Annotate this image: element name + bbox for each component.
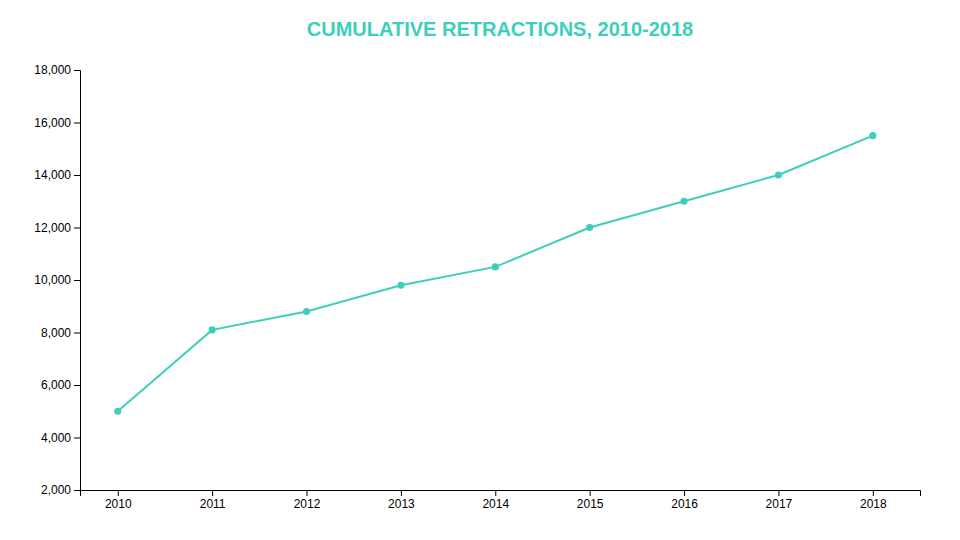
y-tick-label: 16,000 (34, 116, 71, 130)
x-tick-mark (307, 490, 308, 496)
y-tick-mark (74, 490, 80, 491)
x-axis: 2010 2011 2012 2013 2014 2015 2016 2017 2018 (81, 490, 921, 511)
y-tick: 14,000 (34, 168, 80, 182)
x-tick-label: 2013 (388, 497, 415, 511)
y-tick: 12,000 (34, 221, 80, 235)
x-tick: 2011 (200, 490, 226, 511)
y-tick-label: 4,000 (41, 431, 71, 445)
y-tick-mark (74, 70, 80, 71)
point (775, 171, 782, 178)
point (869, 132, 876, 139)
y-tick: 4,000 (41, 431, 80, 445)
y-tick-label: 2,000 (41, 483, 71, 497)
y-tick: 8,000 (41, 326, 80, 340)
marks (114, 132, 876, 415)
point (209, 326, 216, 333)
y-tick: 6,000 (41, 378, 80, 392)
chart-title: CUMULATIVE RETRACTIONS, 2010-2018 (307, 18, 693, 40)
y-tick: 2,000 (41, 483, 80, 497)
x-tick-label: 2010 (105, 497, 132, 511)
x-tick-label: 2015 (577, 497, 604, 511)
point (586, 224, 593, 231)
x-tick-mark (873, 490, 874, 496)
x-tick-mark (495, 490, 496, 496)
x-tick-label: 2017 (766, 497, 793, 511)
y-tick: 16,000 (34, 116, 80, 130)
x-tick: 2018 (860, 490, 887, 511)
y-tick-label: 14,000 (34, 168, 71, 182)
x-tick: 2014 (482, 490, 509, 511)
y-tick-label: 12,000 (34, 221, 71, 235)
chart-svg: 2010 2011 2012 2013 2014 2015 2016 2017 2018 2,00… (0, 0, 960, 540)
point (303, 308, 310, 315)
y-tick-label: 8,000 (41, 326, 71, 340)
x-tick-label: 2016 (671, 497, 698, 511)
y-tick-mark (74, 333, 80, 334)
plot-area: 2010 2011 2012 2013 2014 2015 2016 2017 2018 2,00… (34, 63, 920, 510)
y-tick-mark (74, 280, 80, 281)
y-tick-label: 6,000 (41, 378, 71, 392)
y-tick-mark (74, 228, 80, 229)
x-tick: 2010 (105, 490, 132, 511)
x-tick-mark (118, 490, 119, 496)
x-tick: 2013 (388, 490, 415, 511)
y-tick: 10,000 (34, 273, 80, 287)
x-tick: 2012 (294, 490, 321, 511)
point (114, 408, 121, 415)
x-tick: 2017 (766, 490, 793, 511)
x-tick-label: 2011 (200, 497, 226, 511)
y-tick-mark (74, 175, 80, 176)
x-tick-label: 2014 (482, 497, 509, 511)
y-axis-line (74, 71, 81, 491)
x-tick-mark (778, 490, 779, 496)
chart-container: 2010 2011 2012 2013 2014 2015 2016 2017 2018 2,00… (0, 0, 960, 540)
point (680, 198, 687, 205)
x-tick: 2015 (577, 490, 604, 511)
x-tick-mark (401, 490, 402, 496)
x-tick-mark (212, 490, 213, 496)
point (397, 282, 404, 289)
x-tick-label: 2012 (294, 497, 321, 511)
x-axis-line (81, 491, 921, 497)
y-tick-mark (74, 438, 80, 439)
point (492, 263, 499, 270)
y-tick-label: 18,000 (34, 63, 71, 77)
x-tick-label: 2018 (860, 497, 887, 511)
y-tick-label: 10,000 (34, 273, 71, 287)
x-tick-mark (684, 490, 685, 496)
y-tick-mark (74, 385, 80, 386)
y-tick-mark (74, 123, 80, 124)
x-tick: 2016 (671, 490, 698, 511)
y-axis: 2,000 4,000 6,000 8,000 10,000 12,000 14,000 16… (34, 63, 80, 497)
x-tick-mark (590, 490, 591, 496)
y-tick: 18,000 (34, 63, 80, 77)
line (118, 136, 873, 412)
